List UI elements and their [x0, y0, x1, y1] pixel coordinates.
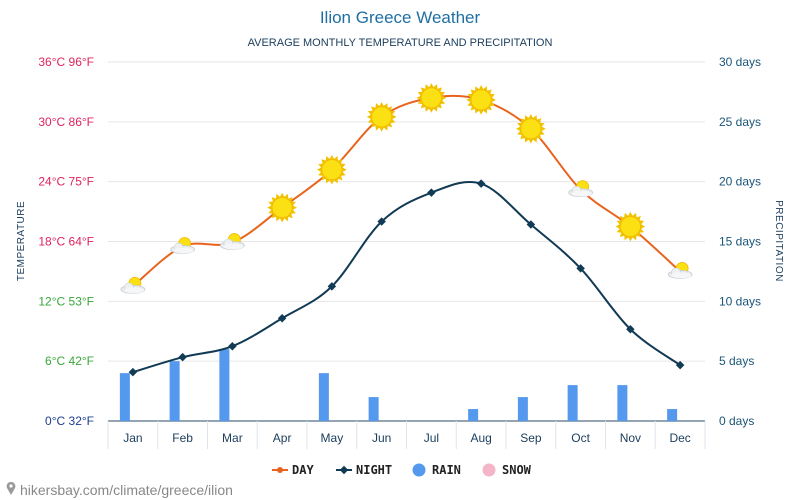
rain-bar	[468, 409, 479, 421]
location-pin-icon	[6, 482, 16, 495]
sun-icon	[416, 83, 447, 113]
left-tick-label: 30°C 86°F	[38, 115, 94, 129]
month-label: May	[321, 431, 344, 445]
night-line	[132, 180, 681, 374]
legend-label: RAIN	[432, 463, 461, 477]
legend-label: DAY	[292, 463, 314, 477]
right-tick-label: 10 days	[719, 294, 761, 308]
legend: DAY NIGHT RAIN SNOW	[272, 463, 532, 477]
left-tick-label: 12°C 53°F	[38, 294, 94, 308]
axis-ticks: 0°C 32°F 6°C 42°F 12°C 53°F 18°C 64°F 24°C 7…	[38, 55, 761, 445]
month-label: Sep	[520, 431, 542, 445]
partly-cloudy-icon	[219, 233, 245, 250]
watermark: hikersbay.com/climate/greece/ilion	[6, 482, 233, 498]
sun-icon	[615, 211, 646, 242]
rain-bars	[119, 349, 678, 421]
night-point	[327, 282, 337, 291]
partly-cloudy-icon	[667, 262, 693, 279]
legend-snow-symbol	[482, 463, 496, 477]
left-axis-title: TEMPERATURE	[16, 201, 27, 281]
partly-cloudy-icon	[170, 237, 196, 254]
night-point	[476, 179, 486, 188]
chart-title: Ilion Greece Weather	[320, 8, 481, 27]
rain-bar	[318, 373, 329, 421]
rain-bar	[567, 385, 578, 421]
night-point	[178, 352, 187, 362]
rain-bar	[617, 385, 628, 421]
night-point	[427, 188, 436, 197]
night-point	[128, 367, 138, 377]
night-point	[228, 341, 237, 351]
left-tick-label: 0°C 32°F	[45, 414, 94, 428]
right-tick-label: 30 days	[719, 55, 761, 69]
legend-item-rain: RAIN	[412, 463, 461, 477]
sun-icon	[516, 113, 546, 144]
rain-bar	[119, 373, 130, 421]
legend-label: NIGHT	[356, 463, 392, 477]
grid-lines	[107, 61, 706, 449]
chart-subtitle: AVERAGE MONTHLY TEMPERATURE AND PRECIPIT…	[248, 37, 553, 49]
sun-icon	[317, 154, 347, 185]
night-point	[277, 314, 287, 323]
month-label: Nov	[620, 431, 641, 445]
month-label: Apr	[273, 431, 292, 445]
sun-icon	[366, 102, 397, 132]
left-tick-label: 36°C 96°F	[38, 55, 94, 69]
month-label: Aug	[470, 431, 491, 445]
day-line	[132, 94, 681, 288]
sun-icon	[466, 85, 496, 115]
watermark-text: hikersbay.com/climate/greece/ilion	[20, 482, 233, 498]
left-tick-label: 24°C 75°F	[38, 175, 94, 189]
month-label: Jul	[424, 431, 439, 445]
rain-bar	[368, 397, 379, 421]
right-tick-label: 5 days	[719, 354, 754, 368]
month-label: Jan	[123, 431, 142, 445]
night-point	[576, 264, 585, 273]
left-tick-label: 18°C 64°F	[38, 235, 94, 249]
legend-item-snow: SNOW	[482, 463, 532, 477]
sun-icon	[267, 192, 297, 223]
partly-cloudy-icon	[568, 180, 594, 198]
night-point	[675, 360, 685, 370]
rain-bar	[667, 409, 678, 421]
month-label: Mar	[222, 431, 243, 445]
temperature-lines	[128, 94, 685, 377]
month-label: Dec	[669, 431, 690, 445]
right-tick-label: 25 days	[719, 115, 761, 129]
legend-item-day: DAY	[272, 463, 314, 477]
rain-bar	[219, 349, 230, 421]
right-axis-title: PRECIPITATION	[773, 200, 784, 282]
month-label: Feb	[172, 431, 193, 445]
legend-item-night: NIGHT	[336, 463, 392, 477]
legend-label: SNOW	[502, 463, 532, 477]
month-label: Jun	[372, 431, 391, 445]
partly-cloudy-icon	[120, 276, 146, 294]
right-tick-label: 15 days	[719, 235, 761, 249]
night-point	[626, 325, 635, 334]
rain-bar	[169, 361, 180, 421]
right-tick-label: 0 days	[719, 414, 754, 428]
left-tick-label: 6°C 42°F	[45, 354, 94, 368]
month-label: Oct	[571, 431, 590, 445]
rain-bar	[517, 397, 528, 421]
right-tick-label: 20 days	[719, 175, 761, 189]
weather-icons	[120, 83, 693, 294]
night-point	[377, 217, 386, 226]
legend-rain-symbol	[412, 463, 426, 477]
